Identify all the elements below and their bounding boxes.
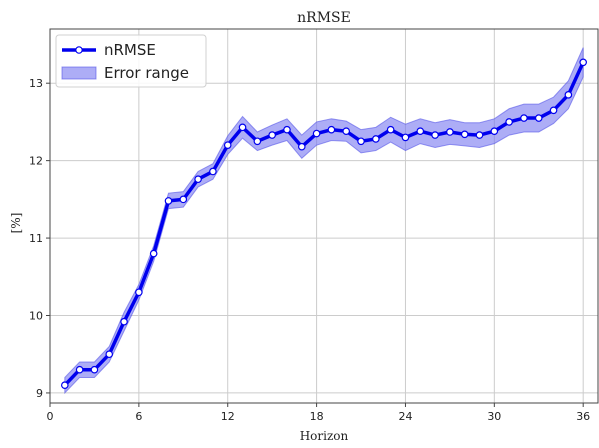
error-range-band [64, 47, 584, 395]
data-point-33 [534, 114, 543, 122]
data-point-6 [135, 288, 143, 297]
axes-frame [49, 28, 599, 404]
data-point-31 [505, 118, 513, 126]
data-point-21 [357, 137, 365, 146]
data-point-22 [372, 135, 380, 143]
data-point-14 [253, 137, 262, 146]
y-axis-ticks: 9 10 11 12 13 [29, 77, 50, 400]
data-point-5 [120, 317, 128, 326]
data-point-26 [431, 131, 439, 139]
data-point-10 [194, 175, 202, 184]
data-point-19 [327, 125, 336, 134]
data-point-20 [342, 127, 351, 136]
data-point-27 [446, 128, 454, 136]
nrmse-markers [61, 58, 587, 389]
y-tick-label-10: 10 [29, 310, 43, 323]
legend-label-nrmse: nRMSE [104, 41, 156, 59]
data-point-12 [223, 141, 232, 149]
data-point-3 [90, 365, 99, 374]
chart-title: nRMSE [297, 10, 351, 26]
data-point-7 [149, 249, 158, 258]
data-point-17 [297, 142, 306, 151]
data-point-23 [386, 125, 395, 134]
data-point-24 [401, 133, 410, 142]
data-point-18 [312, 129, 321, 138]
data-point-29 [475, 131, 484, 139]
x-tick-label-0: 0 [47, 410, 54, 423]
y-tick-label-12: 12 [29, 155, 43, 168]
data-point-16 [283, 125, 291, 134]
y-axis-label: [%] [9, 213, 23, 234]
y-tick-label-11: 11 [29, 232, 43, 245]
x-axis-ticks: 0 6 12 18 24 30 36 [47, 403, 590, 423]
x-tick-label-6: 6 [135, 410, 142, 423]
data-point-8 [164, 197, 173, 205]
legend-label-error-range: Error range [104, 64, 189, 82]
data-point-35 [564, 91, 573, 99]
data-point-11 [209, 167, 217, 176]
data-point-36 [579, 58, 587, 67]
legend-band-swatch [61, 66, 97, 80]
data-point-30 [490, 127, 499, 136]
data-point-25 [416, 127, 425, 136]
data-point-13 [238, 123, 247, 132]
x-tick-label-12: 12 [221, 410, 235, 423]
data-point-32 [520, 114, 528, 122]
data-point-1 [61, 381, 69, 389]
data-point-34 [549, 106, 558, 115]
data-point-28 [460, 130, 469, 139]
data-point-9 [179, 195, 188, 204]
legend: nRMSE Error range [55, 34, 207, 88]
data-point-2 [75, 365, 84, 374]
plot-frame [49, 28, 599, 404]
x-tick-label-30: 30 [487, 410, 501, 423]
y-tick-label-13: 13 [29, 77, 43, 90]
x-tick-label-24: 24 [398, 410, 412, 423]
data-point-15 [268, 131, 276, 139]
x-tick-label-18: 18 [310, 410, 324, 423]
data-point-4 [105, 350, 114, 359]
x-tick-label-36: 36 [576, 410, 590, 423]
x-axis-label: Horizon [300, 429, 349, 443]
error-range-band-layer [64, 47, 584, 395]
legend-marker-swatch [75, 46, 83, 54]
y-tick-label-9: 9 [36, 387, 43, 400]
